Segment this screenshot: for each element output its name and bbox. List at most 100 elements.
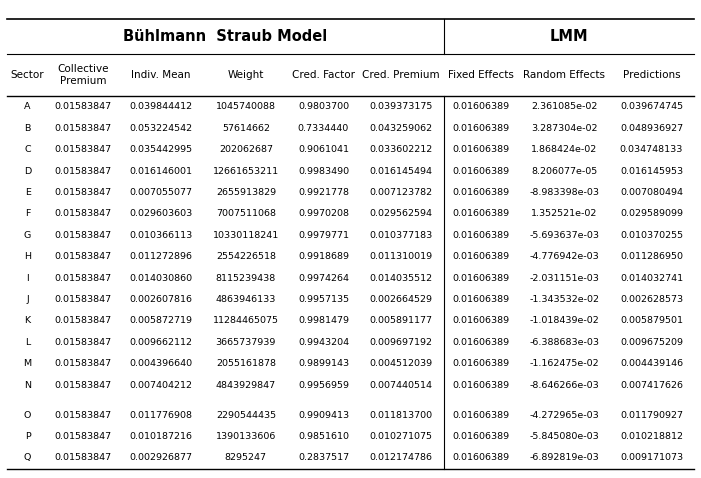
Text: 0.01606389: 0.01606389 [453,145,510,154]
Text: 0.01606389: 0.01606389 [453,316,510,326]
Text: 0.010377183: 0.010377183 [369,231,433,240]
Text: 0.01583847: 0.01583847 [55,102,112,111]
Text: Indiv. Mean: Indiv. Mean [131,70,191,80]
Text: 0.053224542: 0.053224542 [130,124,193,133]
Text: 0.9970208: 0.9970208 [298,209,349,218]
Text: 2655913829: 2655913829 [216,188,276,197]
Text: 0.014032741: 0.014032741 [620,273,683,282]
Text: 0.01606389: 0.01606389 [453,166,510,175]
Text: 0.009697192: 0.009697192 [369,338,433,347]
Text: Sector: Sector [11,70,44,80]
Text: F: F [25,209,30,218]
Text: 0.01606389: 0.01606389 [453,273,510,282]
Text: 11284465075: 11284465075 [213,316,279,326]
Text: 0.010218812: 0.010218812 [620,432,683,441]
Text: 8.206077e-05: 8.206077e-05 [531,166,597,175]
Text: -1.162475e-02: -1.162475e-02 [529,359,599,368]
Text: 0.005879501: 0.005879501 [620,316,683,326]
Text: 0.9061041: 0.9061041 [298,145,349,154]
Text: M: M [24,359,32,368]
Text: 202062687: 202062687 [219,145,273,154]
Text: 0.9979771: 0.9979771 [298,231,349,240]
Text: 0.007055077: 0.007055077 [130,188,193,197]
Text: 0.9983490: 0.9983490 [298,166,349,175]
Text: Q: Q [24,453,32,462]
Text: 0.01583847: 0.01583847 [55,411,112,420]
Text: 0.010187216: 0.010187216 [130,432,193,441]
Text: 0.9899143: 0.9899143 [298,359,349,368]
Text: 1045740088: 1045740088 [216,102,276,111]
Text: 0.9956959: 0.9956959 [298,380,349,390]
Text: -8.983398e-03: -8.983398e-03 [529,188,599,197]
Text: 3665737939: 3665737939 [216,338,276,347]
Text: 0.01606389: 0.01606389 [453,411,510,420]
Text: 0.01583847: 0.01583847 [55,209,112,218]
Text: 0.01583847: 0.01583847 [55,124,112,133]
Text: 0.9918689: 0.9918689 [298,252,349,261]
Text: 0.012174786: 0.012174786 [369,453,433,462]
Text: 0.043259062: 0.043259062 [369,124,433,133]
Text: 0.002926877: 0.002926877 [130,453,193,462]
Text: 0.011310019: 0.011310019 [369,252,433,261]
Text: 0.01606389: 0.01606389 [453,102,510,111]
Text: 57614662: 57614662 [222,124,270,133]
Text: 0.011790927: 0.011790927 [620,411,683,420]
Text: 0.007123782: 0.007123782 [369,188,433,197]
Text: 0.029603603: 0.029603603 [129,209,193,218]
Text: Cred. Factor: Cred. Factor [292,70,355,80]
Text: Bühlmann  Straub Model: Bühlmann Straub Model [123,29,327,44]
Text: 0.005872719: 0.005872719 [130,316,193,326]
Text: 4843929847: 4843929847 [216,380,276,390]
Text: Weight: Weight [228,70,264,80]
Text: D: D [24,166,32,175]
Text: G: G [24,231,32,240]
Text: 0.033602212: 0.033602212 [369,145,433,154]
Text: N: N [24,380,31,390]
Text: 0.048936927: 0.048936927 [620,124,683,133]
Text: 0.01583847: 0.01583847 [55,145,112,154]
Text: 0.002664529: 0.002664529 [369,295,433,304]
Text: C: C [25,145,31,154]
Text: 0.01583847: 0.01583847 [55,432,112,441]
Text: 0.01583847: 0.01583847 [55,359,112,368]
Text: 0.014030860: 0.014030860 [130,273,193,282]
Text: 0.01606389: 0.01606389 [453,209,510,218]
Text: 2.361085e-02: 2.361085e-02 [531,102,597,111]
Text: 0.011776908: 0.011776908 [130,411,193,420]
Text: 7007511068: 7007511068 [216,209,276,218]
Text: 0.01583847: 0.01583847 [55,380,112,390]
Text: 0.01606389: 0.01606389 [453,432,510,441]
Text: 0.007440514: 0.007440514 [369,380,433,390]
Text: 0.01606389: 0.01606389 [453,338,510,347]
Text: 0.01606389: 0.01606389 [453,252,510,261]
Text: 0.007080494: 0.007080494 [620,188,683,197]
Text: -6.388683e-03: -6.388683e-03 [529,338,599,347]
Text: -1.343532e-02: -1.343532e-02 [529,295,599,304]
Text: 0.029589099: 0.029589099 [620,209,683,218]
Text: 0.01606389: 0.01606389 [453,380,510,390]
Text: 0.9974264: 0.9974264 [298,273,349,282]
Text: B: B [25,124,31,133]
Text: 0.016146001: 0.016146001 [130,166,193,175]
Text: 2554226518: 2554226518 [216,252,276,261]
Text: Collective
Premium: Collective Premium [57,64,109,86]
Text: 0.9851610: 0.9851610 [298,432,349,441]
Text: Fixed Effects: Fixed Effects [449,70,515,80]
Text: -8.646266e-03: -8.646266e-03 [529,380,599,390]
Text: 0.011272896: 0.011272896 [130,252,193,261]
Text: P: P [25,432,30,441]
Text: 0.016145953: 0.016145953 [620,166,683,175]
Text: 0.009675209: 0.009675209 [620,338,683,347]
Text: 0.9981479: 0.9981479 [298,316,349,326]
Text: 0.011286950: 0.011286950 [620,252,683,261]
Text: A: A [25,102,31,111]
Text: 0.009171073: 0.009171073 [620,453,683,462]
Text: 0.9921778: 0.9921778 [298,188,349,197]
Text: 0.7334440: 0.7334440 [298,124,349,133]
Text: Predictions: Predictions [622,70,681,80]
Text: 0.002628573: 0.002628573 [620,295,683,304]
Text: I: I [26,273,29,282]
Text: 10330118241: 10330118241 [212,231,279,240]
Text: 0.01583847: 0.01583847 [55,252,112,261]
Text: 0.034748133: 0.034748133 [620,145,683,154]
